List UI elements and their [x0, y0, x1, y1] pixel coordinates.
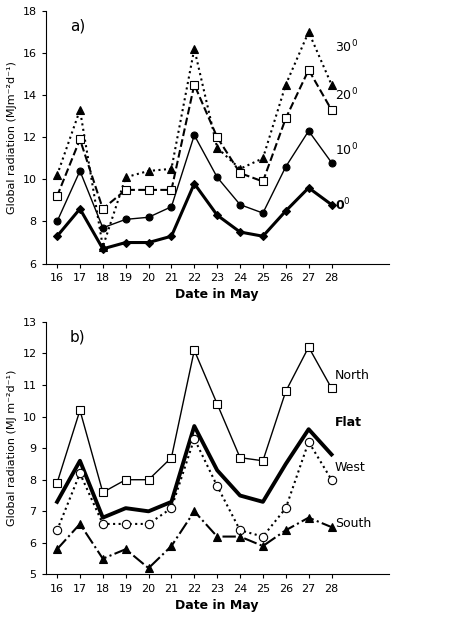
Text: Flat: Flat — [335, 417, 362, 430]
Text: 0$^0$: 0$^0$ — [335, 196, 351, 213]
Y-axis label: Global radiation (MJ m⁻²d⁻¹): Global radiation (MJ m⁻²d⁻¹) — [7, 370, 17, 526]
Text: a): a) — [70, 19, 85, 33]
Text: West: West — [335, 461, 365, 474]
Text: 30$^0$: 30$^0$ — [335, 38, 358, 55]
Y-axis label: Global radiation (MJm⁻²d⁻¹): Global radiation (MJm⁻²d⁻¹) — [7, 61, 17, 214]
Text: 20$^0$: 20$^0$ — [335, 87, 358, 103]
Text: 10$^0$: 10$^0$ — [335, 142, 358, 158]
Text: South: South — [335, 517, 371, 530]
Text: b): b) — [70, 329, 85, 344]
X-axis label: Date in May: Date in May — [175, 288, 259, 301]
X-axis label: Date in May: Date in May — [175, 599, 259, 612]
Text: North: North — [335, 369, 370, 382]
